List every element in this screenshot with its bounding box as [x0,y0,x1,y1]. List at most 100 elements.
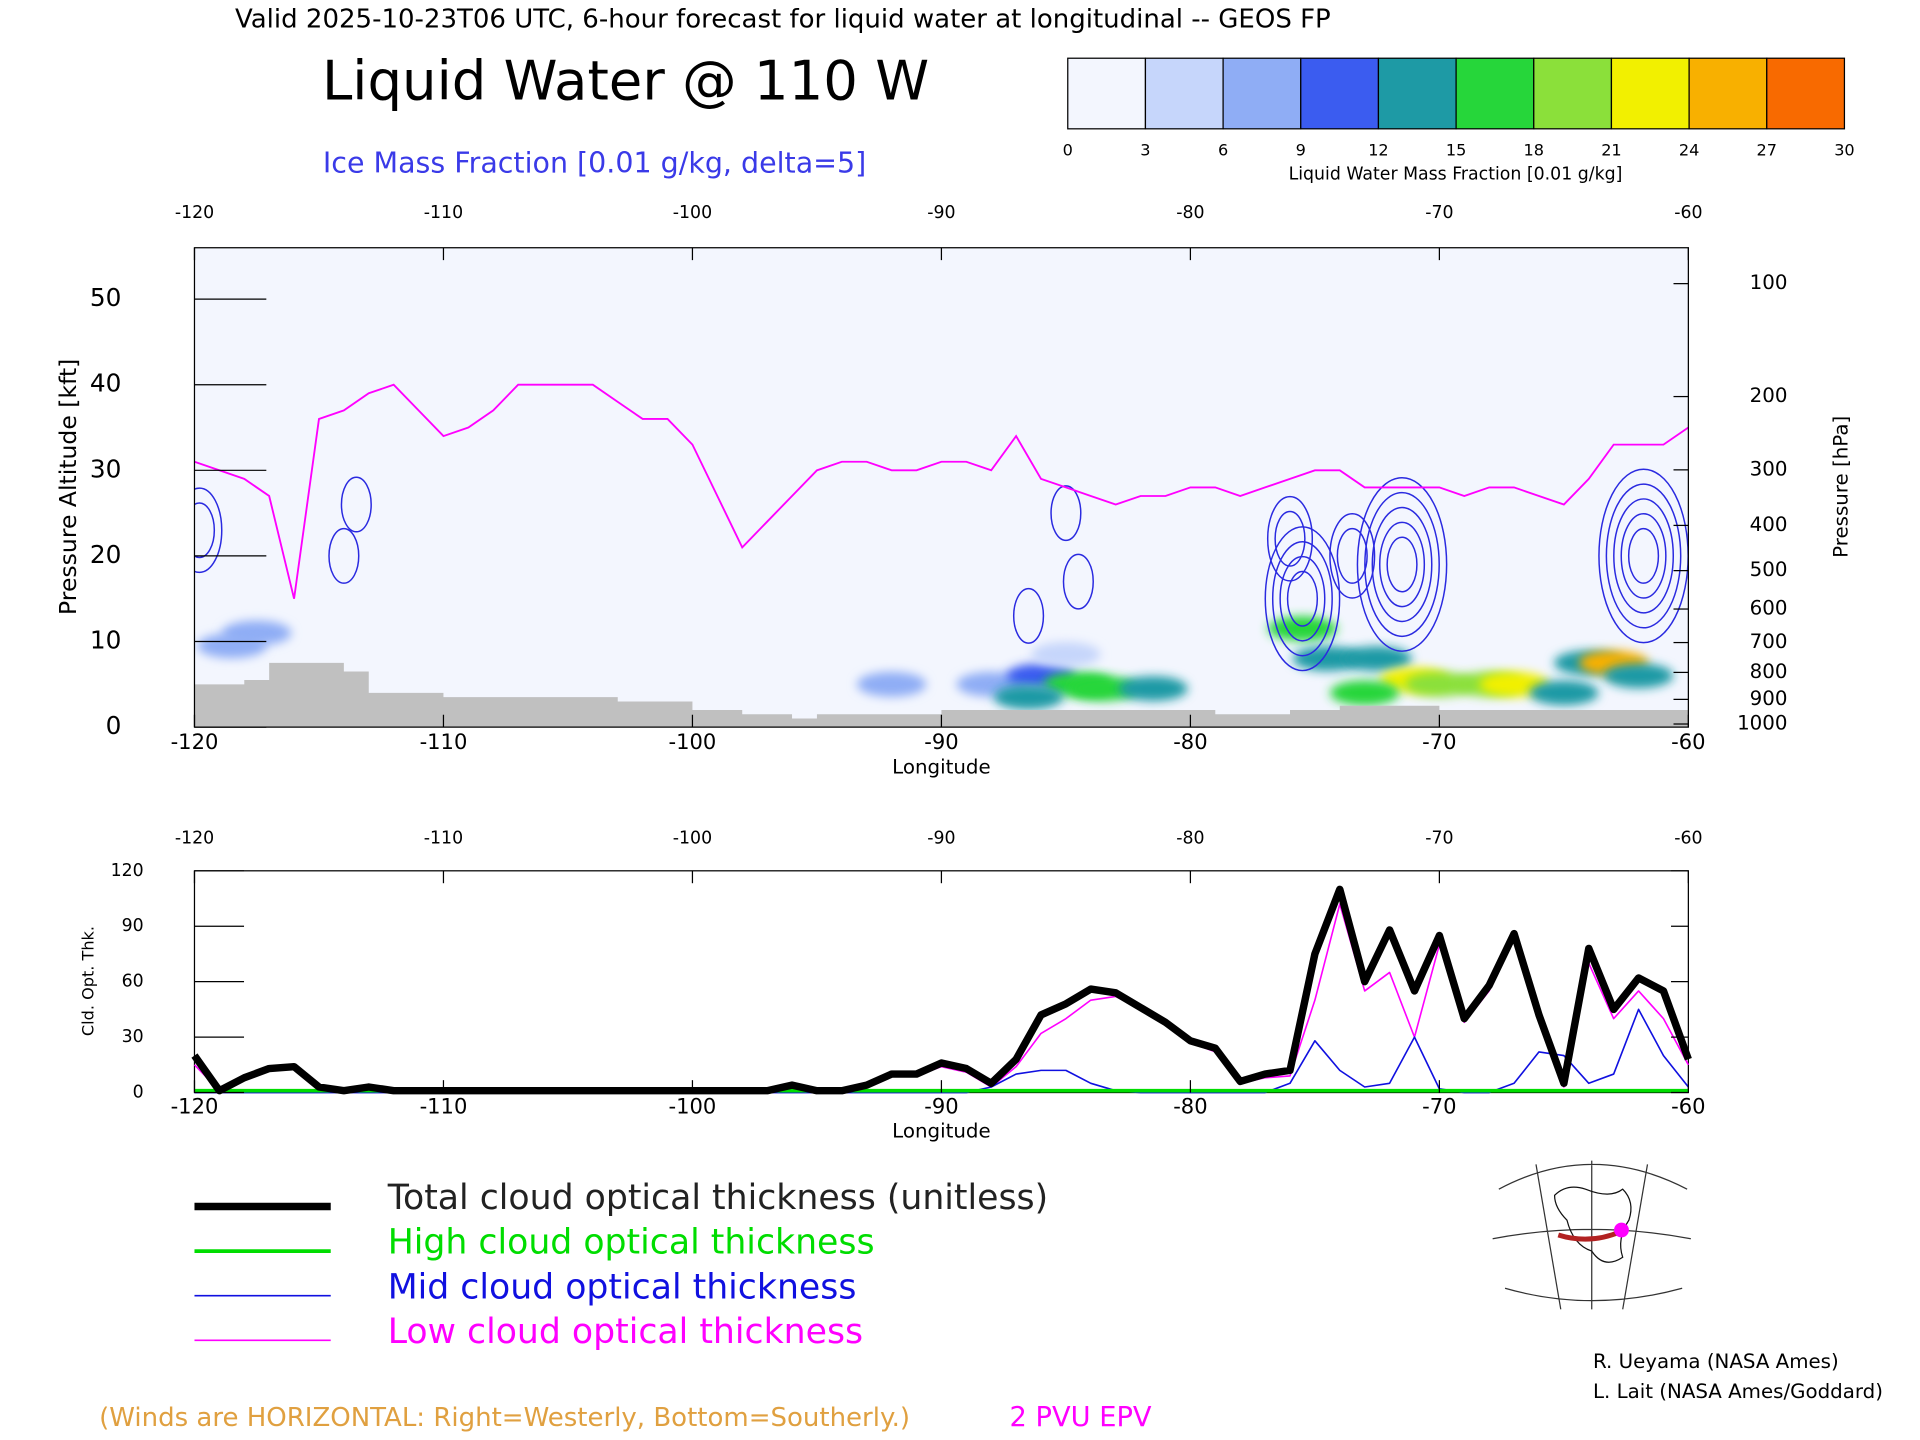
colorbar-bin [1766,57,1846,130]
colorbar-bin [1067,57,1147,130]
x-tick-label: -70 [1422,1093,1456,1118]
liquid-water-cell [1267,616,1338,642]
cross-section-plot: -120 -120 -110 -110 -100 -100 -90 -90 -80 -80 -70 -… [90,203,1788,754]
x-tick-label-top: -70 [1425,829,1453,849]
liquid-water-cell [1292,646,1363,672]
x-tick-label-top: -80 [1176,203,1204,223]
series-line [191,885,1692,1095]
colorbar-bin [1144,57,1224,130]
ice-contour [1062,553,1094,610]
colorbar-tick-label: 24 [1679,141,1699,160]
x-tick-label-top: -80 [1176,829,1204,849]
x-tick-label: -80 [1173,1093,1207,1118]
locator-map [1492,1160,1691,1310]
liquid-water-cell [993,684,1064,710]
ice-contour [1613,498,1675,614]
ice-contour [1386,536,1418,593]
y2-axis-label: Pressure [hPa] [1829,416,1852,558]
ice-contour [1012,587,1045,644]
ice-contour [1286,570,1319,627]
colorbar-tick-label: 18 [1524,141,1544,160]
y-tick-label: 40 [90,369,122,398]
colorbar-tick-label: 0 [1063,141,1073,160]
legend-label: Low cloud optical thickness [388,1312,863,1352]
x-tick-label-top: -100 [673,203,712,223]
y2-tick-label: 200 [1750,384,1788,407]
liquid-water-cell [1118,676,1188,701]
ice-contour [194,502,216,559]
y-tick-label: 0 [106,711,122,740]
y-tick-label: 10 [90,626,122,655]
ice-contour [1274,510,1306,567]
y-tick-label: 30 [90,454,122,483]
chart-title: Liquid Water @ 110 W [322,48,929,112]
ice-contour [1264,526,1341,672]
x-tick-label: -80 [1173,729,1207,754]
liquid-water-cell [1068,676,1138,701]
y-tick-label: 60 [122,972,144,992]
ice-contour [1378,521,1426,608]
x-tick-label: -90 [924,729,958,754]
x-tick-label-top: -120 [175,203,214,223]
credit: L. Lait (NASA Ames/Goddard) [1593,1380,1883,1403]
ice-contour [1271,540,1333,657]
x-tick-label: -100 [669,729,717,754]
y-tick-label: 30 [122,1027,144,1047]
plot-background [194,247,1689,728]
x-tick-label: -60 [1671,1093,1705,1118]
liquid-water-cell [856,671,927,697]
colorbar-tick-label: 27 [1757,141,1777,160]
ice-contour [1627,527,1660,584]
y-axis-label: Cld. Opt. Thk. [79,926,98,1036]
colorbar-bin [1300,57,1380,130]
ice-contour [1364,491,1440,638]
colorbar-tick-label: 30 [1834,141,1854,160]
x-axis-label: Longitude [892,756,990,779]
colorbar-bin [1222,57,1302,130]
x-tick-label-top: -60 [1674,829,1702,849]
y2-tick-label: 700 [1750,630,1788,653]
x-tick-label: -60 [1671,729,1705,754]
colorbar-bin [1688,57,1768,130]
colorbar-bin [1455,57,1535,130]
y-tick-label: 120 [111,861,144,881]
liquid-water-cell [1330,680,1400,706]
line-plot: -120 -120 -110 -110 -100 -100 -90 -90 -80 -80 -70 -… [111,829,1706,1119]
y2-tick-label: 100 [1750,271,1788,294]
y-tick-label: 50 [90,283,122,312]
legend-label: Total cloud optical thickness (unitless) [387,1178,1048,1218]
y2-tick-label: 300 [1750,457,1788,480]
y-tick-label: 0 [133,1083,144,1103]
colorbar-tick-label: 12 [1368,141,1388,160]
header: Valid 2025-10-23T06 UTC, 6-hour forecast… [235,4,1331,34]
y2-tick-label: 1000 [1737,712,1787,735]
x-tick-label: -120 [171,1093,219,1118]
ice-contour [1620,513,1667,599]
epv-line [194,383,1689,599]
ice-contour [1356,477,1448,652]
x-axis-label: Longitude [892,1120,990,1143]
y2-tick-label: 500 [1750,558,1788,581]
x-tick-label: -90 [924,1093,958,1118]
ice-contour [1050,485,1082,542]
x-tick-label: -110 [420,729,468,754]
ice-contour [1266,495,1314,582]
ice-contour [1279,555,1326,642]
x-tick-label: -100 [669,1093,717,1118]
terrain [194,662,1689,728]
legend-label: High cloud optical thickness [388,1223,875,1263]
ice-contour [340,476,372,533]
liquid-water-cell [1404,671,1475,697]
colorbar-bin [1377,57,1457,130]
y-tick-label: 90 [122,916,144,936]
colorbar-tick-label: 21 [1601,141,1621,160]
x-tick-label-top: -90 [927,203,955,223]
colorbar-label: Liquid Water Mass Fraction [0.01 g/kg] [1289,165,1623,185]
colorbar-tick-label: 15 [1446,141,1466,160]
y-axis-label: Pressure Altitude [kft] [54,359,82,615]
liquid-water-cell [1529,680,1599,706]
x-tick-label-top: -110 [424,203,463,223]
ice-contour [328,527,360,584]
colorbar-tick-label: 3 [1140,141,1150,160]
liquid-water-cell [197,633,267,659]
